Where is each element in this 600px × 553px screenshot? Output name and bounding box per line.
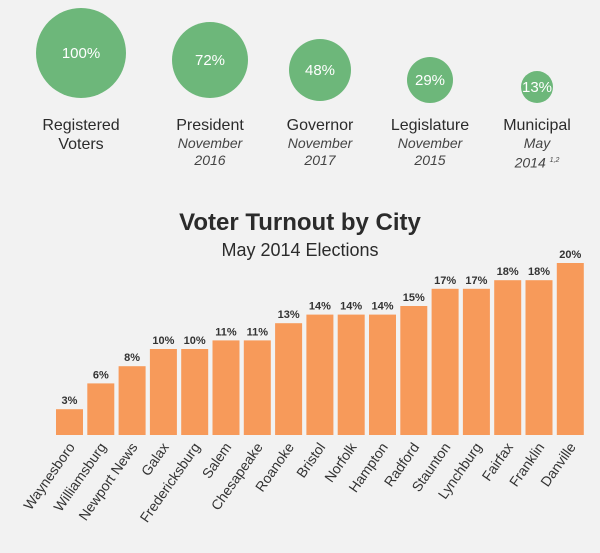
turnout-label: Municipal May 2014 1,2: [477, 116, 597, 172]
data-label: 14%: [371, 301, 393, 313]
bar: [275, 323, 303, 435]
turnout-label: Legislature November 2015: [370, 116, 490, 169]
bar: [87, 383, 115, 435]
election-title: Governor: [286, 117, 354, 134]
year-text: 2017: [304, 152, 336, 168]
election-month: May: [523, 135, 551, 151]
data-label: 18%: [497, 266, 519, 278]
election-year: 2014 1,2: [477, 152, 597, 172]
turnout-circle: 13%: [521, 71, 553, 103]
year-text: 2015: [414, 152, 446, 168]
bar: [556, 263, 584, 435]
election-month: November: [397, 135, 463, 151]
election-title: President: [176, 117, 244, 134]
data-label: 18%: [528, 266, 550, 278]
bar: [525, 280, 553, 435]
election-year: 2015: [370, 152, 490, 169]
data-label: 10%: [152, 335, 174, 347]
bar: [306, 314, 334, 435]
bar: [149, 349, 177, 435]
bar: [337, 314, 365, 435]
election-month: November: [287, 135, 353, 151]
bar: [400, 306, 428, 435]
data-label: 13%: [278, 309, 300, 321]
election-year: 2016: [150, 152, 270, 169]
category-label: Fredericksburg: [136, 440, 203, 526]
data-label: 14%: [340, 301, 362, 313]
year-text: 2016: [194, 152, 226, 168]
election-title: Registered Voters: [42, 117, 120, 153]
bar: [212, 340, 240, 435]
turnout-circle: 48%: [289, 39, 351, 101]
bar: [118, 366, 146, 435]
footnote-ref: 1,2: [549, 157, 560, 164]
election-title: Legislature: [390, 117, 470, 134]
data-label: 17%: [434, 275, 456, 287]
turnout-label: Registered Voters: [21, 116, 141, 154]
bar: [243, 340, 271, 435]
election-month: November: [177, 135, 243, 151]
turnout-circle: 72%: [172, 22, 248, 98]
turnout-label: President November 2016: [150, 116, 270, 169]
turnout-circle: 100%: [36, 8, 126, 98]
data-label: 11%: [247, 326, 269, 338]
bar: [181, 349, 209, 435]
data-label: 8%: [124, 352, 140, 364]
data-label: 14%: [309, 301, 331, 313]
bar: [369, 314, 396, 435]
chart-subtitle: May 2014 Elections: [221, 240, 379, 260]
data-label: 15%: [403, 292, 425, 304]
data-label: 3%: [62, 395, 78, 407]
data-label: 20%: [559, 249, 581, 261]
election-title: Municipal: [503, 117, 571, 134]
turnout-circle: 29%: [407, 57, 453, 103]
data-label: 6%: [93, 369, 109, 381]
bar: [56, 409, 83, 435]
election-year: 2017: [260, 152, 380, 169]
data-label: 17%: [465, 275, 487, 287]
bar: [431, 288, 459, 435]
bar: [462, 288, 490, 435]
data-label: 10%: [184, 335, 206, 347]
chart-title: Voter Turnout by City: [179, 209, 421, 236]
turnout-label: Governor November 2017: [260, 116, 380, 169]
bar: [494, 280, 522, 435]
year-text: 2014: [514, 154, 546, 171]
data-label: 11%: [215, 326, 237, 338]
